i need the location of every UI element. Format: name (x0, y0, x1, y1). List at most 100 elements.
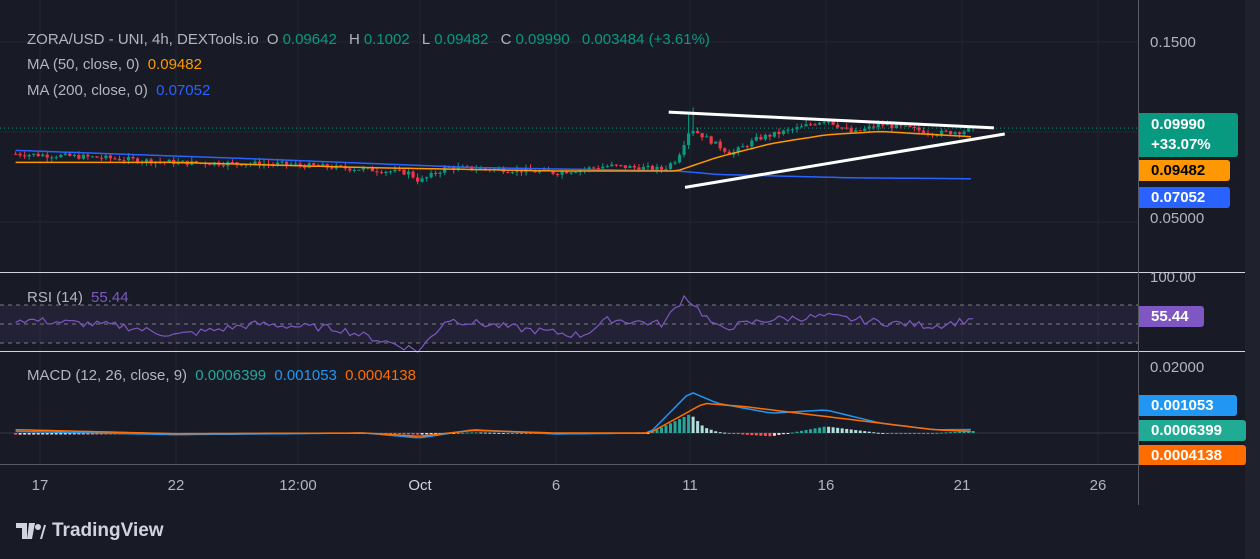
rsi-legend[interactable]: RSI (14) 55.44 (27, 289, 133, 306)
ma50-legend[interactable]: MA (50, close, 0) 0.09482 (27, 56, 206, 73)
macd-histogram-bar (407, 433, 411, 435)
rsi-tick: 100.00 (1150, 269, 1196, 286)
candle-body (718, 141, 722, 149)
candle-body (497, 168, 501, 170)
candle-body (565, 171, 569, 174)
candle-body (569, 172, 573, 174)
macd-histogram-bar (678, 419, 682, 433)
candle-body (560, 171, 564, 175)
macd-histogram-bar (461, 432, 465, 434)
macd-histogram-bar (727, 433, 731, 434)
candle-body (257, 161, 262, 166)
candle-body (429, 172, 433, 178)
macd-histogram-bar (519, 433, 523, 434)
pane-separator[interactable] (0, 272, 1245, 273)
candle-body (411, 171, 415, 178)
ma200-line (15, 149, 971, 180)
candle-body (650, 165, 655, 170)
ma200-legend[interactable]: MA (200, close, 0) 0.07052 (27, 82, 214, 99)
macd-histogram-bar (416, 433, 420, 435)
pane-separator[interactable] (0, 351, 1245, 352)
macd-histogram-bar (696, 421, 700, 433)
candle-body (434, 172, 438, 174)
last-price: 0.09990 (1151, 116, 1206, 133)
candle-body (443, 167, 447, 173)
candle-body (415, 177, 420, 182)
candle-body (632, 165, 636, 168)
high-value: 0.1002 (363, 31, 410, 48)
candle-body (99, 157, 104, 159)
chart-plot-area[interactable] (0, 0, 1138, 464)
macd-tick: 0.02000 (1150, 359, 1205, 376)
macd-histogram-bar (949, 432, 953, 434)
macd-histogram-bar (465, 432, 469, 434)
macd-histogram-bar (709, 429, 713, 433)
candle-body (348, 168, 352, 171)
trendline (668, 110, 994, 130)
price-axis[interactable] (1138, 0, 1246, 505)
macd-histogram-bar (384, 433, 388, 434)
macd-histogram-bar (890, 433, 894, 434)
candle-body (953, 132, 957, 135)
macd-legend[interactable]: MACD (12, 26, close, 9) 0.0006399 0.0010… (27, 367, 420, 384)
time-tick: 21 (953, 477, 971, 494)
macd-histogram-bar (723, 432, 727, 434)
candle-body (817, 122, 822, 125)
macd-histogram-bar (836, 427, 840, 433)
macd-hist-value: 0.0006399 (195, 367, 267, 384)
candle-body (135, 158, 140, 163)
macd-histogram-bar (849, 429, 853, 433)
macd-histogram-bar (786, 433, 790, 434)
candle-body (596, 167, 600, 169)
candle-body (605, 166, 609, 168)
candle-body (108, 155, 113, 159)
candle-body (831, 121, 835, 125)
candle-body (280, 161, 284, 163)
macd-histogram-bar (510, 433, 514, 434)
candle-body (867, 126, 871, 129)
candle-body (230, 161, 235, 163)
macd-histogram-bar (840, 428, 844, 433)
macd-histogram-bar (673, 421, 677, 433)
candle-body (668, 163, 673, 169)
macd-histogram-bar (59, 433, 63, 435)
candle-body (533, 170, 537, 173)
candle-body (790, 129, 795, 131)
time-tick: 17 (31, 477, 49, 494)
macd-histogram-bar (23, 433, 27, 435)
candle-body (763, 134, 767, 140)
macd-histogram-bar (456, 432, 460, 434)
macd-histogram-bar (650, 431, 654, 433)
tradingview-logo[interactable]: TradingView (16, 520, 164, 542)
right-toolbar-strip (1245, 0, 1260, 559)
macd-histogram-bar (429, 433, 433, 435)
candle-body (804, 124, 808, 127)
candle-body (194, 160, 198, 163)
candle-body (420, 178, 424, 182)
candle-body (54, 157, 58, 159)
time-tick: 26 (1089, 477, 1107, 494)
macd-histogram-bar (474, 432, 478, 434)
macd-histogram-bar (14, 433, 18, 435)
macd-histogram-bar (845, 428, 849, 433)
candle-body (655, 166, 659, 170)
macd-histogram-bar (926, 433, 930, 434)
macd-signal-tag: 0.0004138 (1139, 445, 1246, 465)
candle-body (339, 165, 343, 167)
macd-histogram-bar (515, 433, 519, 434)
macd-histogram-bar (18, 433, 22, 435)
candle-body (786, 129, 790, 131)
candle-body (90, 156, 94, 158)
candle-body (750, 140, 754, 147)
macd-histogram-bar (714, 431, 718, 433)
candle-body (528, 168, 533, 171)
ma200-value: 0.07052 (156, 82, 211, 99)
candle-body (587, 167, 591, 170)
macd-histogram-bar (763, 433, 767, 436)
candle-body (117, 158, 122, 161)
macd-tag: 0.001053 (1139, 395, 1237, 416)
macd-histogram-bar (524, 433, 528, 434)
macd-histogram-bar (86, 433, 90, 435)
candle-body (452, 167, 456, 170)
macd-histogram-bar (488, 432, 492, 434)
